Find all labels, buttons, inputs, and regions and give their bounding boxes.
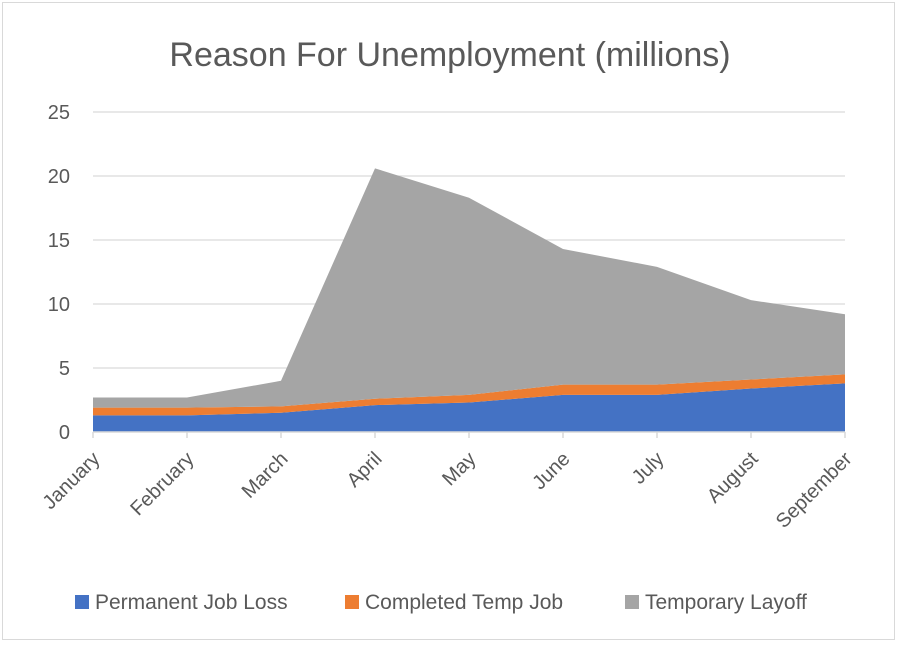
y-tick-label: 5 [59,358,70,380]
area-permanent-job-loss [93,383,845,432]
y-tick-label: 20 [48,166,70,188]
legend: Permanent Job Loss Completed Temp Job Temp… [75,591,807,614]
y-tick-label: 10 [48,294,70,316]
x-tick-label: March [238,448,293,503]
legend-label: Completed Temp Job [365,591,563,614]
legend-label: Permanent Job Loss [95,591,288,614]
x-tick-label: June [528,448,574,494]
x-tick-label: May [438,448,480,490]
legend-swatch [75,595,89,609]
y-tick-label: 0 [59,422,70,444]
x-tick-label: January [39,448,105,514]
x-tick-label: July [628,448,669,489]
legend-swatch [625,595,639,609]
plot-areas [93,168,845,432]
legend-swatch [345,595,359,609]
area-temporary-layoff [93,168,845,408]
x-tick-label: April [343,448,387,492]
chart-title: Reason For Unemployment (millions) [169,36,730,74]
y-tick-label: 25 [48,102,70,124]
x-tick-label: August [703,448,763,508]
x-tick-label: September [772,448,857,533]
legend-label: Temporary Layoff [645,591,807,614]
y-tick-label: 15 [48,230,70,252]
x-tick-label: February [126,448,198,520]
